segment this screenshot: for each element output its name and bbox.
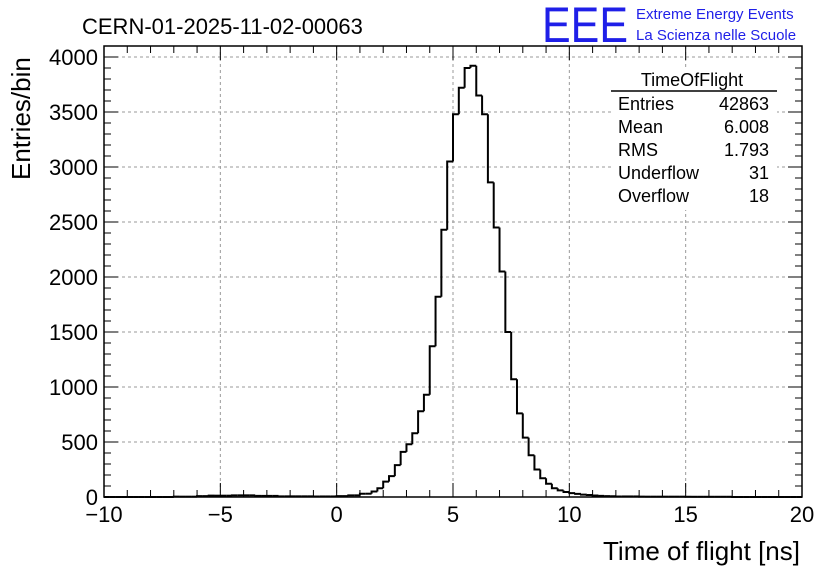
histogram-bin (428, 345, 436, 395)
eee-logo-line1: Extreme Energy Events (636, 6, 794, 23)
histogram-bin (347, 494, 355, 497)
histogram-bin (452, 113, 459, 162)
histogram-bin (481, 95, 488, 116)
histogram-bin (411, 432, 419, 445)
histogram-bin (574, 492, 581, 495)
stats-row-label: Mean (618, 117, 663, 137)
histogram-bin (422, 393, 430, 412)
stats-row-value: 1.793 (724, 140, 769, 160)
stats-row-label: Overflow (618, 186, 690, 206)
stats-box: TimeOfFlight Entries 42863 Mean 6.008 RMS 1.7… (611, 68, 777, 210)
histogram-bin (515, 379, 523, 415)
histogram-bin (527, 437, 535, 457)
histogram-bin (405, 443, 413, 452)
histogram-bin (579, 493, 587, 496)
x-tick-label: −5 (208, 502, 233, 527)
eee-logo: EEE Extreme Energy Events La Scienza nel… (542, 0, 796, 53)
y-tick-label: 4000 (49, 45, 98, 70)
eee-logo-mark: EEE (542, 0, 628, 53)
x-tick-label: 0 (331, 502, 343, 527)
histogram-bin (562, 490, 570, 494)
y-tick-label: 3500 (49, 100, 98, 125)
eee-logo-line2: La Scienza nelle Scuole (636, 27, 796, 44)
x-tick-label: 15 (673, 502, 697, 527)
y-tick-label: 1000 (49, 375, 98, 400)
histogram-bin (469, 64, 477, 68)
histogram-bin (568, 492, 576, 495)
histogram-bin (393, 464, 401, 477)
x-tick-label: 10 (557, 502, 581, 527)
chart-title: CERN-01-2025-11-02-00063 (82, 14, 363, 39)
y-axis-label: Entries/bin (6, 57, 36, 180)
histogram-bin (382, 480, 390, 489)
histogram-bin (434, 295, 442, 347)
stats-row-value: 42863 (719, 94, 769, 114)
histogram-bin (446, 160, 453, 230)
histogram-bin (475, 65, 483, 97)
histogram-bin (539, 469, 547, 480)
y-tick-label: 2500 (49, 210, 98, 235)
x-tick-label: −10 (85, 502, 122, 527)
stats-rows: Entries 42863 Mean 6.008 RMS 1.793 Underflow 31… (618, 94, 769, 206)
histogram-bin (388, 475, 395, 482)
histogram-bin (370, 490, 378, 494)
stats-row-value: 6.008 (724, 117, 769, 137)
x-axis-label: Time of flight [ns] (603, 536, 800, 566)
y-tick-label: 1500 (49, 320, 98, 345)
histogram-bin (492, 182, 500, 229)
x-tick-label: 20 (790, 502, 814, 527)
histogram-bin (463, 67, 471, 88)
histogram-bin (533, 455, 541, 471)
histogram-bin (399, 450, 407, 466)
histogram-bin (358, 492, 366, 496)
histogram-bin (440, 228, 448, 297)
histogram-bin (417, 410, 424, 434)
y-tick-label: 2000 (49, 265, 98, 290)
stats-row-label: Entries (618, 94, 674, 114)
histogram-bin (510, 332, 517, 381)
y-tick-label: 0 (86, 485, 98, 510)
histogram-bin (376, 487, 384, 492)
histogram-bin (498, 227, 506, 273)
stats-row-value: 31 (749, 163, 769, 183)
x-tick-label: 5 (447, 502, 459, 527)
stats-row-label: RMS (618, 140, 658, 160)
histogram-bin (457, 86, 465, 115)
histogram-bin (504, 271, 512, 333)
histogram-bin (550, 483, 558, 490)
histogram-bin (556, 488, 564, 492)
tick-labels: −10 −5 0 5 10 15 20 0 500 1000 1500 2000 2500 3000 350… (49, 45, 814, 527)
histogram-bin (521, 413, 529, 439)
axes (103, 45, 803, 498)
histogram-bin (486, 114, 494, 184)
stats-box-title: TimeOfFlight (641, 70, 743, 90)
histogram-bin (254, 494, 262, 497)
y-tick-label: 3000 (49, 155, 98, 180)
stats-row-label: Underflow (618, 163, 700, 183)
histogram-bin (545, 478, 552, 485)
y-tick-label: 500 (61, 430, 98, 455)
stats-row-value: 18 (749, 186, 769, 206)
